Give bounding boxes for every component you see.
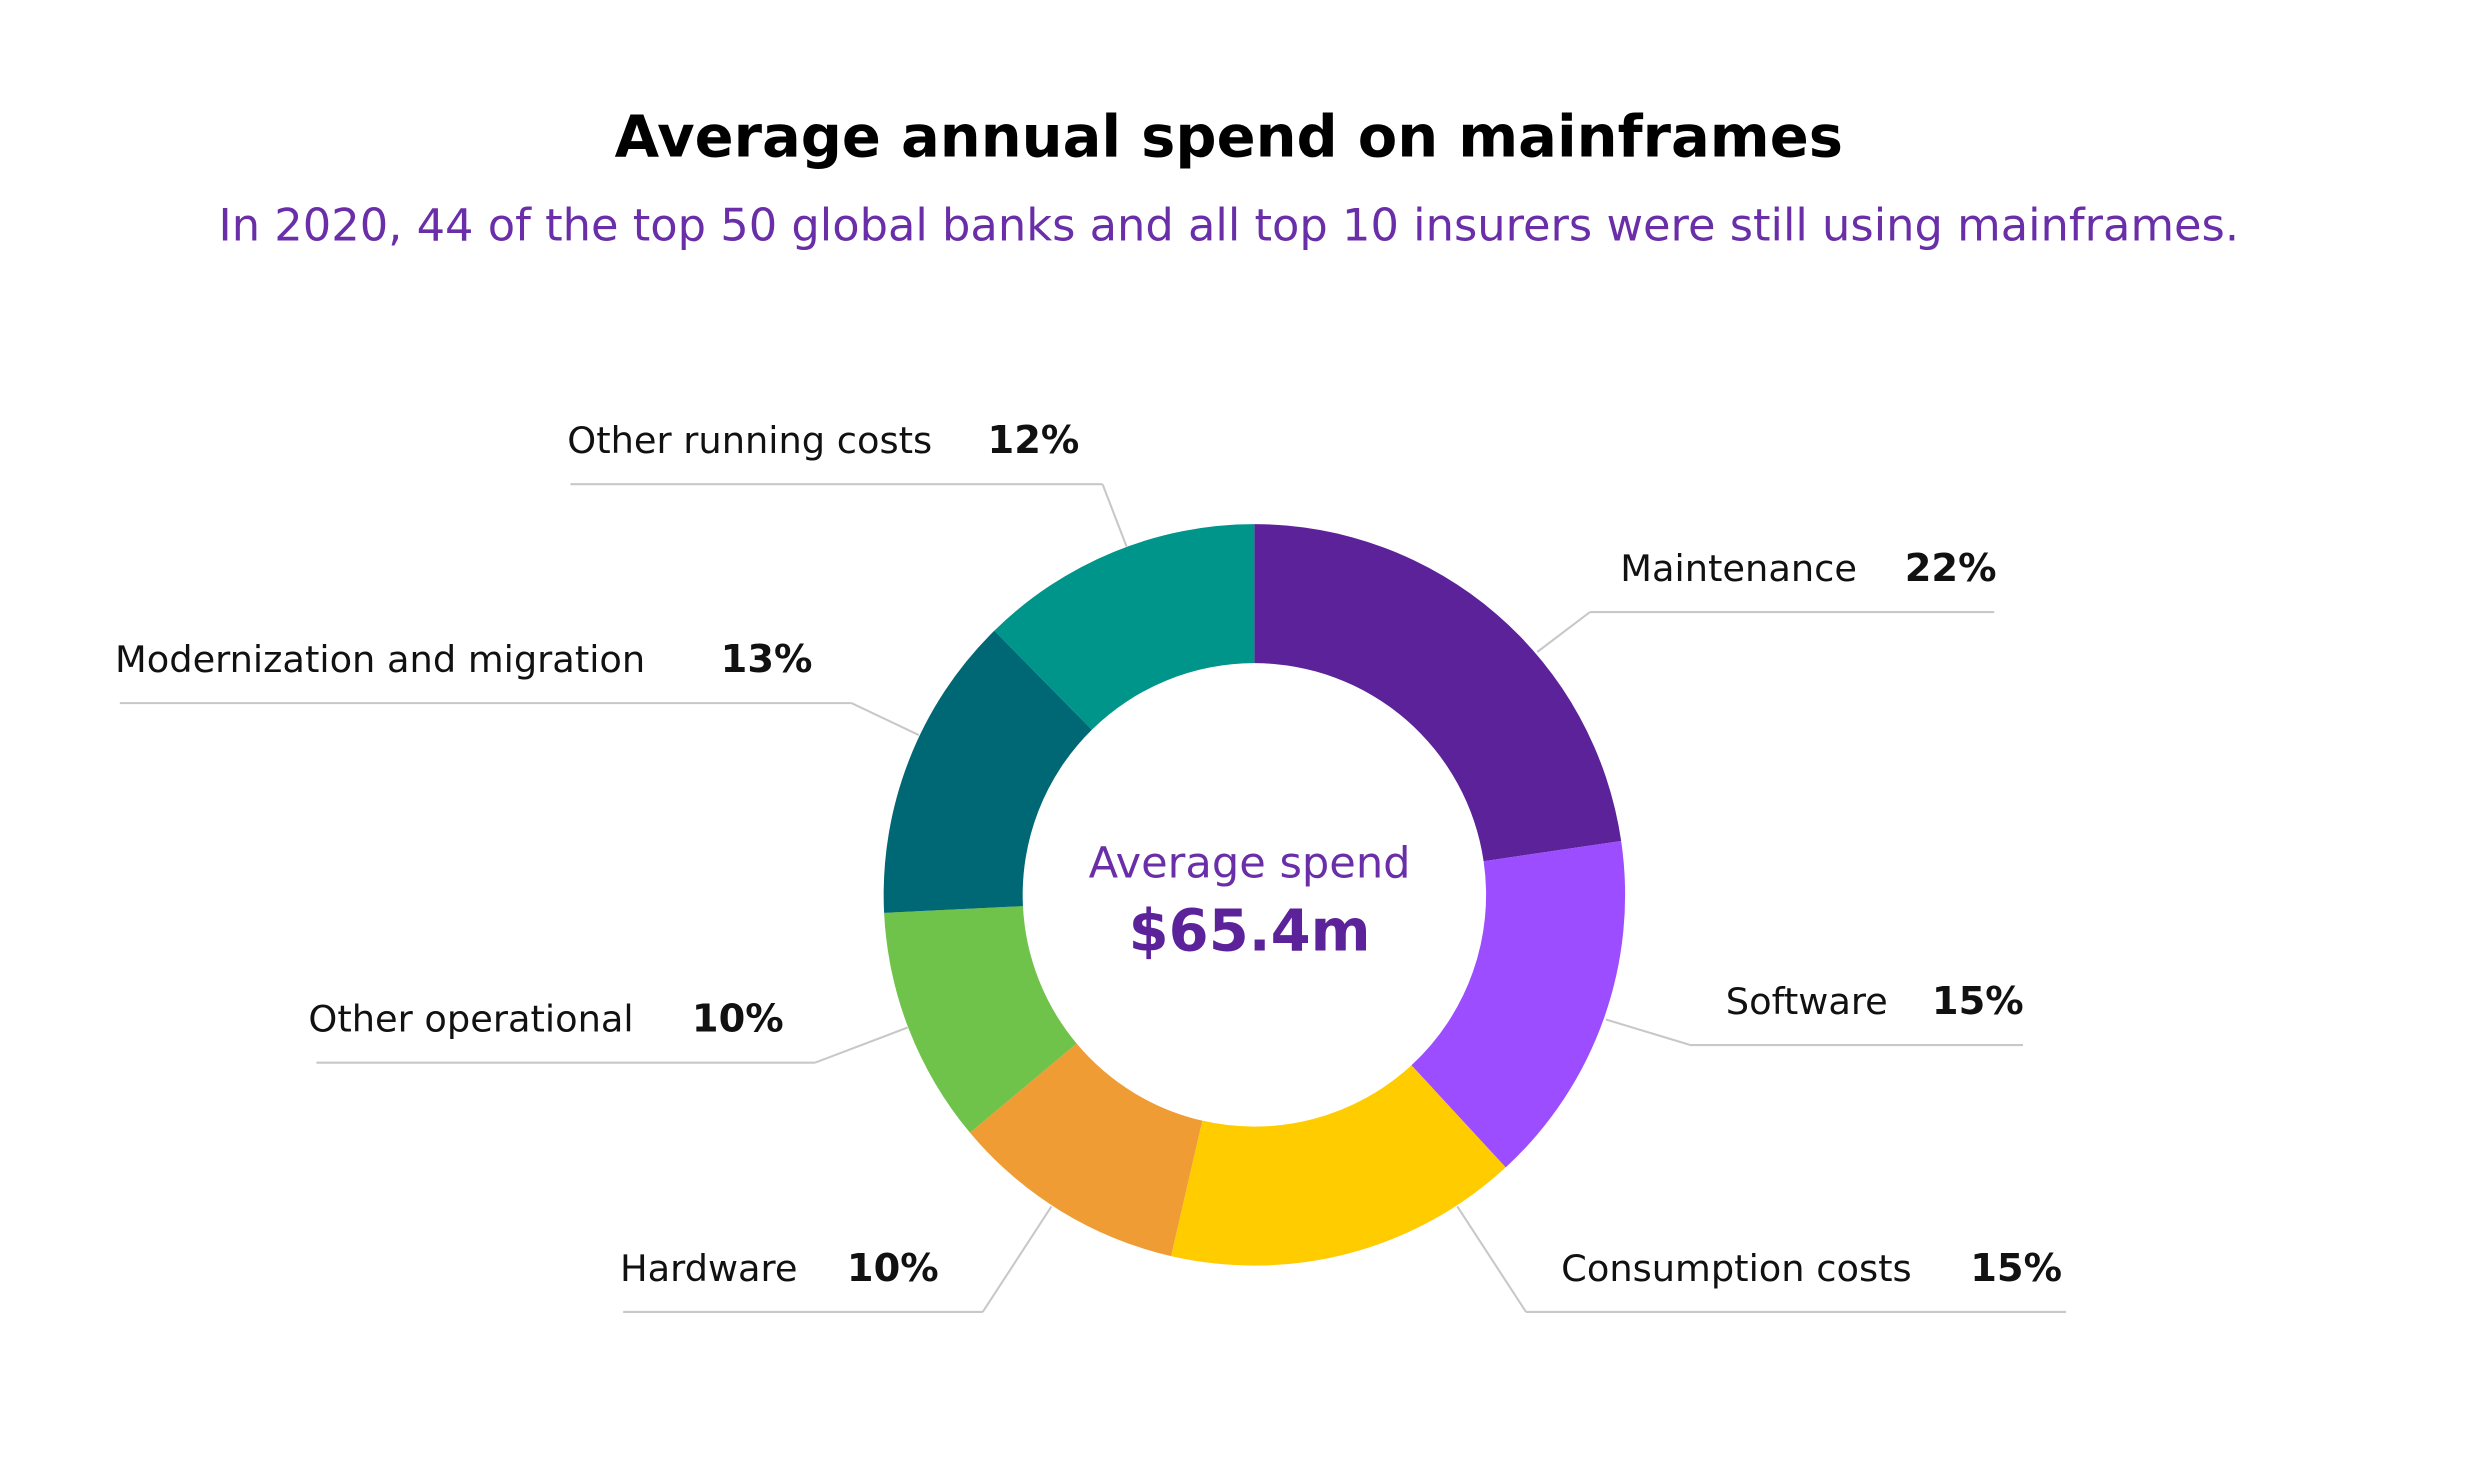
donut-segment xyxy=(883,630,1092,913)
donut-segment xyxy=(1171,1065,1506,1266)
leader-line xyxy=(1605,1018,2023,1047)
leader-line xyxy=(570,483,1128,547)
segment-label: Maintenance xyxy=(1620,547,1857,590)
donut-segment xyxy=(884,906,1077,1133)
segment-value-label: 10% xyxy=(692,997,784,1042)
donut-segment xyxy=(969,1043,1203,1257)
donut-segment xyxy=(994,524,1255,730)
segment-value-label: 15% xyxy=(1932,979,2024,1024)
center-value: $65.4m xyxy=(1129,897,1371,964)
chart-title: Average annual spend on mainframes xyxy=(615,103,1843,170)
donut-segment xyxy=(1411,841,1626,1168)
segment-label: Other running costs xyxy=(567,419,932,462)
donut-segment xyxy=(1254,524,1622,862)
segment-value-label: 13% xyxy=(721,637,813,682)
segment-label: Consumption costs xyxy=(1561,1247,1911,1290)
chart-subtitle: In 2020, 44 of the top 50 global banks a… xyxy=(219,199,2240,252)
segment-value-label: 22% xyxy=(1905,546,1997,591)
leader-line xyxy=(119,702,920,737)
segment-label: Software xyxy=(1726,980,1888,1023)
leader-line xyxy=(1536,611,1995,653)
segment-label: Modernization and migration xyxy=(115,638,645,681)
center-label: Average spend xyxy=(1089,839,1411,889)
segment-value-label: 15% xyxy=(1970,1246,2062,1291)
segment-label: Hardware xyxy=(620,1247,797,1290)
leader-line xyxy=(1456,1205,2067,1313)
leader-line xyxy=(316,1026,908,1064)
leader-line xyxy=(623,1205,1053,1313)
segment-label: Other operational xyxy=(308,998,633,1041)
segment-value-label: 10% xyxy=(847,1246,939,1291)
segment-value-label: 12% xyxy=(988,418,1080,463)
